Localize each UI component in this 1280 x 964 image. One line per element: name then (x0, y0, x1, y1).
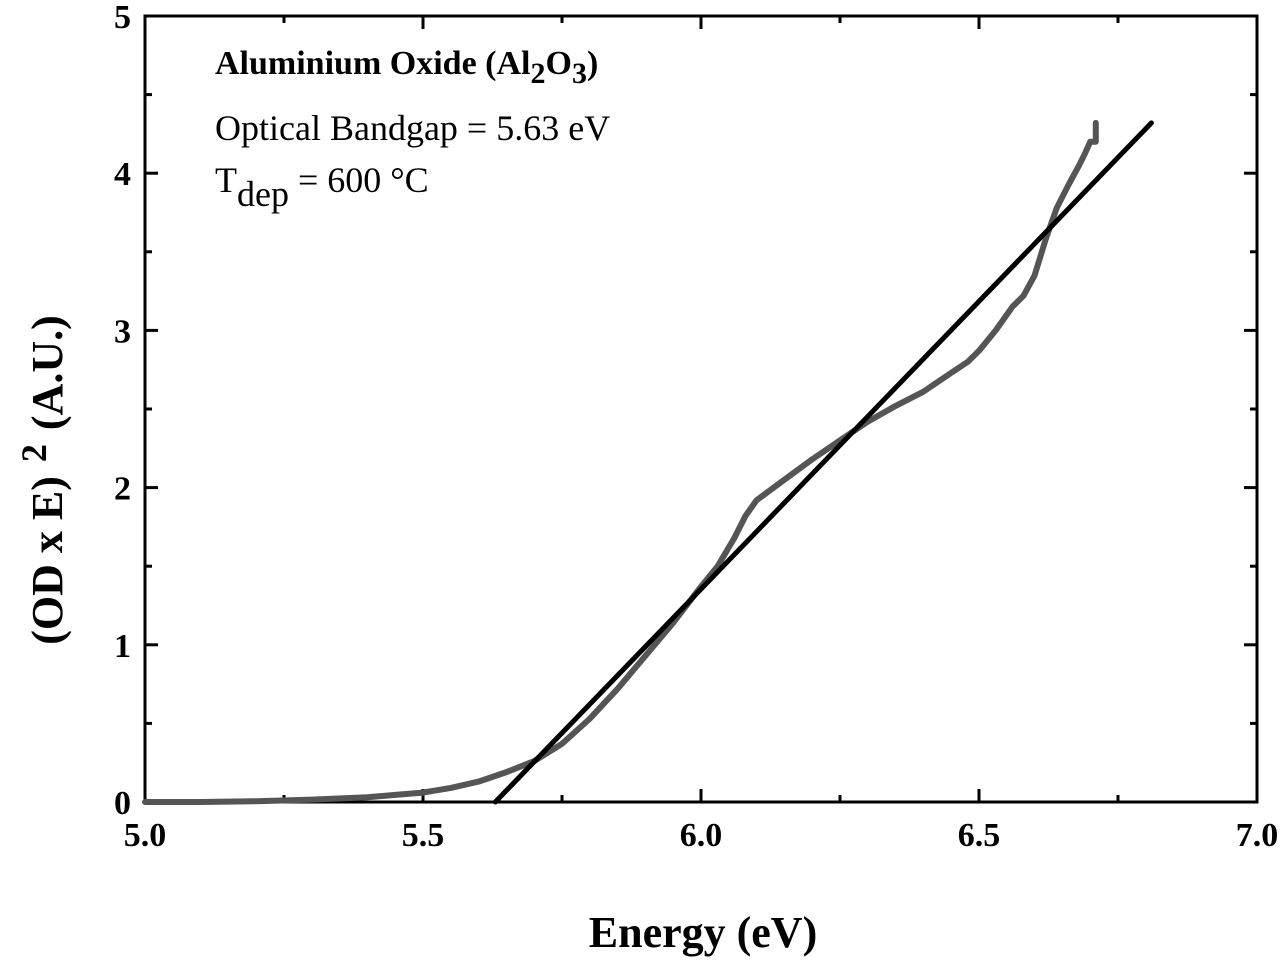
y-axis-title: (OD x E) 2 (A.U.) (14, 315, 72, 645)
linear-fit-line (492, 120, 1154, 805)
title-suffix: ) (587, 45, 598, 82)
tdep-sub: dep (237, 174, 289, 214)
y-axis-title-main: (OD x E) (23, 476, 72, 645)
x-tick-label: 5.0 (124, 817, 167, 854)
x-tick-label: 5.5 (402, 817, 445, 854)
x-tick-label: 6.0 (680, 817, 723, 854)
y-axis-title-unit: (A.U.) (23, 315, 72, 430)
measured-curve (142, 119, 1099, 805)
y-tick-label: 2 (114, 471, 131, 508)
title-sub-2: 3 (572, 57, 587, 90)
y-tick-label: 1 (114, 628, 131, 665)
tdep-rest: = 600 °C (289, 160, 429, 200)
x-axis-title: Energy (eV) (589, 908, 818, 957)
y-tick-label: 3 (114, 313, 131, 350)
y-tick-label: 4 (114, 156, 131, 193)
y-axis-title-sup: 2 (14, 444, 54, 462)
tdep-main: T (215, 160, 237, 200)
x-tick-label: 6.5 (958, 817, 1001, 854)
x-tick-label: 7.0 (1236, 817, 1279, 854)
series-layer (142, 119, 1154, 805)
title-prefix: Aluminium Oxide (Al (215, 45, 530, 82)
title-sub-1: 2 (530, 57, 545, 90)
title-mid: O (545, 45, 571, 82)
y-tick-label: 5 (114, 0, 131, 36)
axis-ticks (145, 16, 1257, 802)
tdep-annotation: Tdep = 600 °C (215, 160, 429, 214)
chart-annotation-title: Aluminium Oxide (Al2O3) (215, 45, 598, 90)
bandgap-annotation: Optical Bandgap = 5.63 eV (215, 108, 610, 148)
y-tick-label: 0 (114, 785, 131, 822)
